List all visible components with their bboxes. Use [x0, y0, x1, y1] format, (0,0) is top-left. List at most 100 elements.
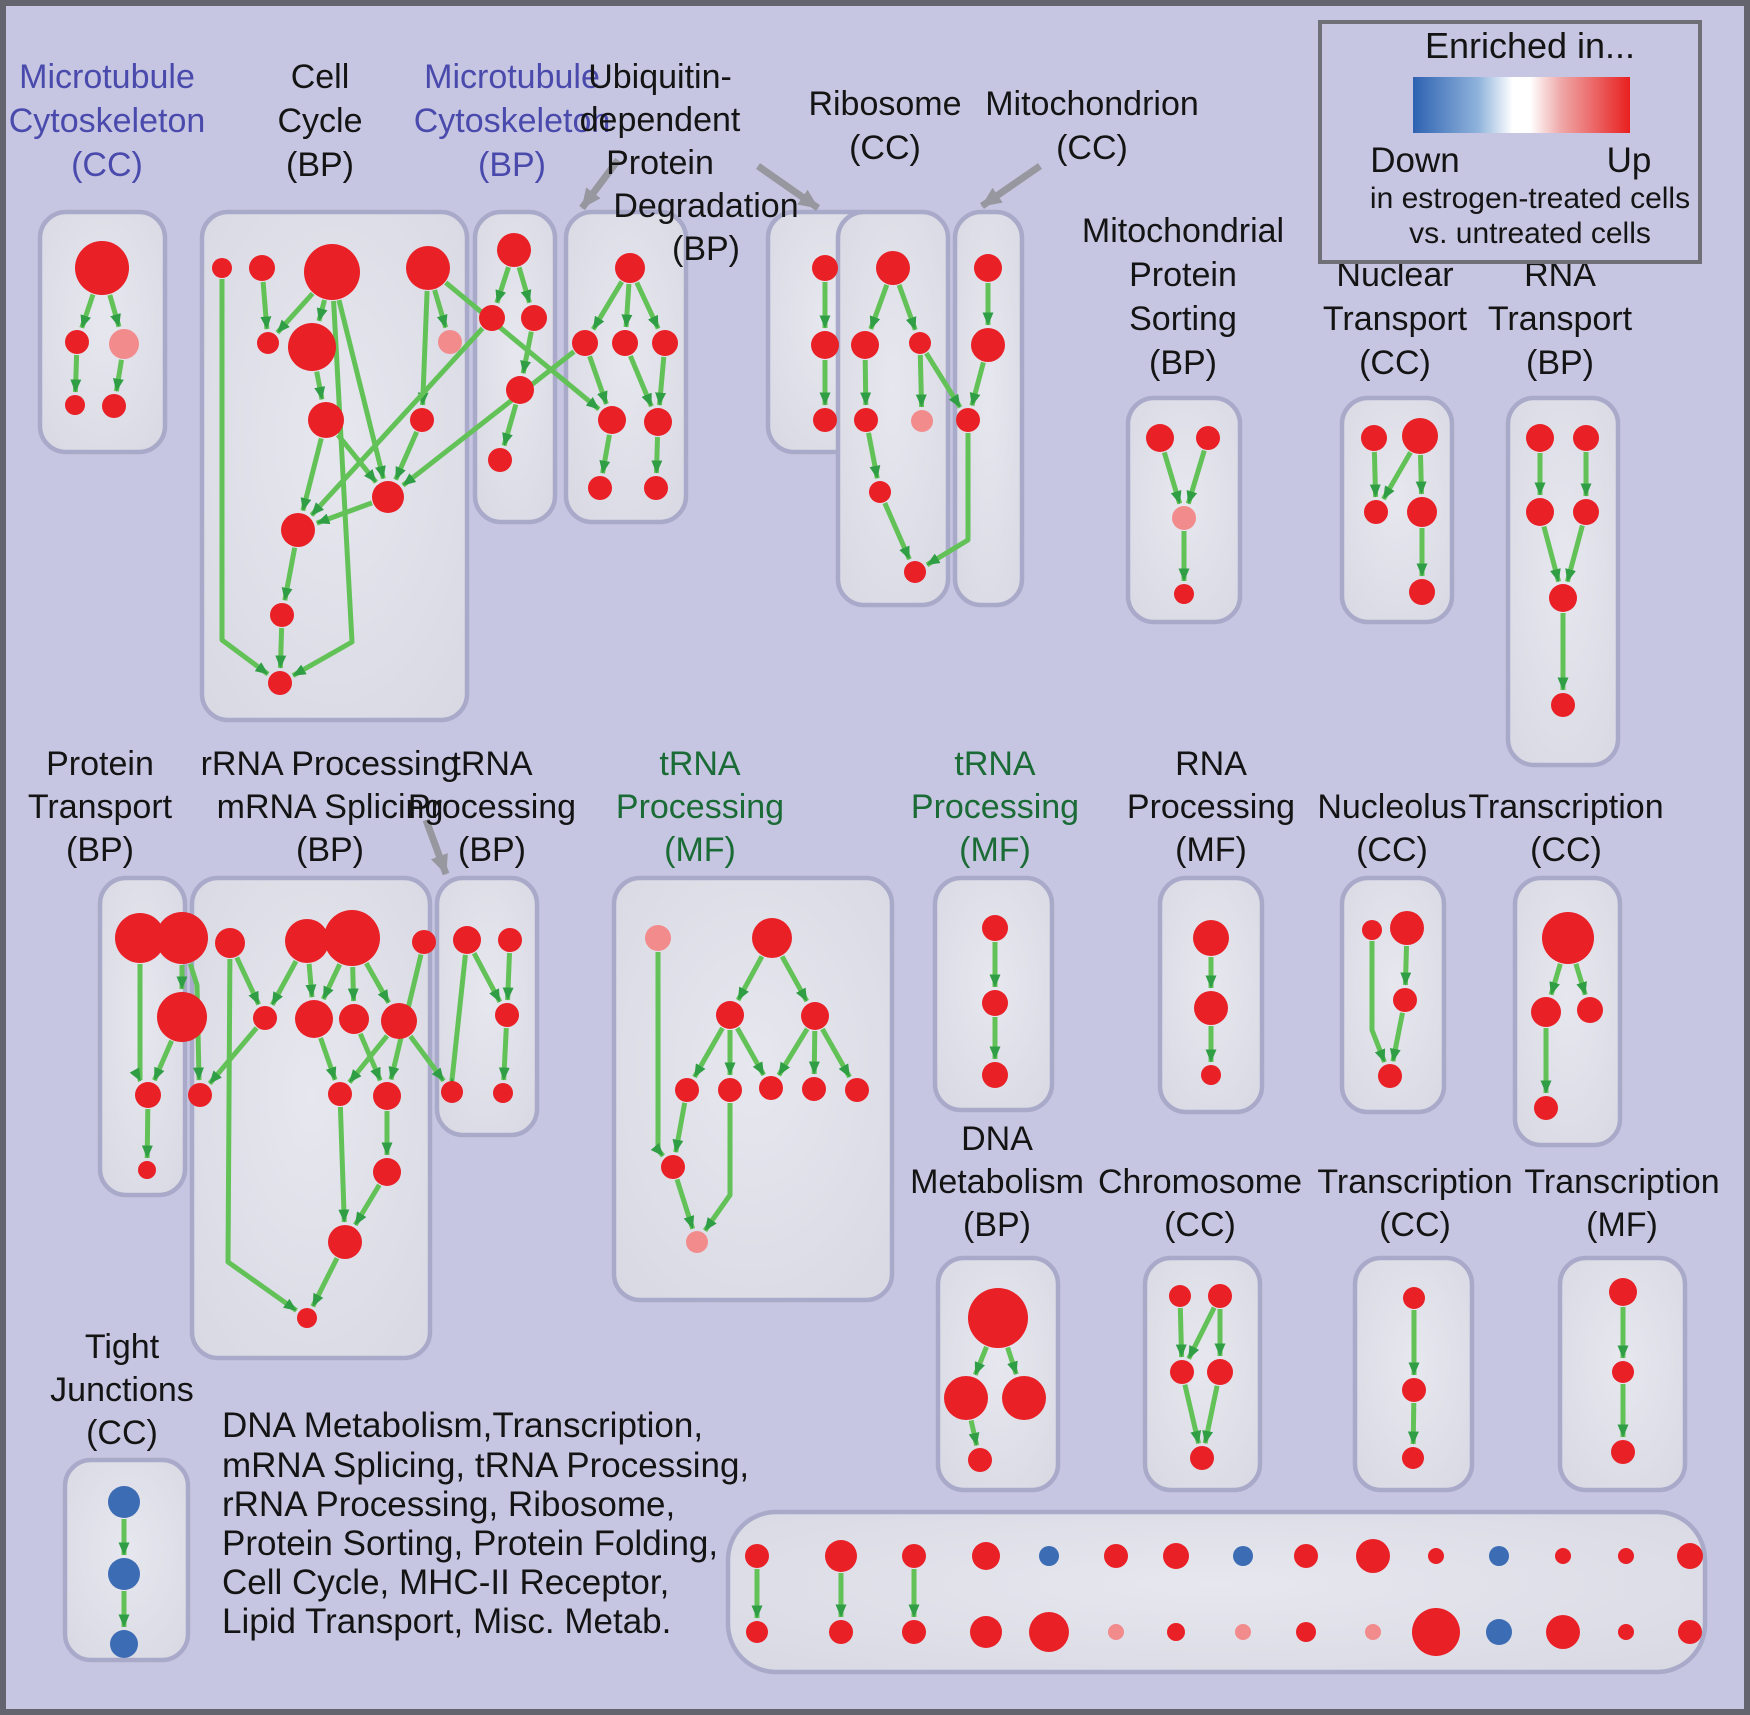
node-red: [972, 1542, 1000, 1570]
legend-title: Enriched in...: [1425, 25, 1635, 66]
node-red: [493, 1083, 513, 1103]
node-red: [1678, 1620, 1702, 1644]
cluster-label-mitochondrion-cc: (CC): [1056, 129, 1128, 167]
edge-arrow: [735, 955, 765, 1002]
cluster-label-mitochondrial-protein-sorting-bp: Sorting: [1129, 300, 1237, 338]
node-red: [212, 258, 232, 278]
edge-arrow: [868, 284, 890, 330]
cluster-label-trna-processing-mf-b: (MF): [959, 831, 1031, 869]
cluster-label-trna-processing-bp: (BP): [458, 831, 526, 869]
edge-arrow: [1175, 1307, 1187, 1358]
node-red: [968, 1288, 1028, 1348]
edge-arrow: [860, 359, 872, 406]
edge-arrow: [1381, 451, 1413, 501]
edge-arrow: [112, 359, 124, 392]
node-blue: [1233, 1546, 1253, 1566]
node-red: [1201, 1065, 1221, 1085]
misc-categories-text: DNA Metabolism,Transcription,: [222, 1406, 703, 1445]
edge-arrow: [702, 1103, 733, 1232]
node-red: [971, 328, 1005, 362]
cluster-label-transcription-mf: (MF): [1586, 1206, 1658, 1244]
cross-edge-arrow: [444, 280, 601, 412]
node-red: [1412, 1608, 1460, 1656]
node-red: [297, 1308, 317, 1328]
cluster-label-rrna-processing-mrna-splicing-bp: (BP): [296, 831, 364, 869]
cluster-label-transcription-cc-mid: Transcription: [1468, 788, 1663, 826]
cluster-label-rna-processing-mf: RNA: [1175, 745, 1247, 783]
cluster-label-protein-transport-bp: Protein: [46, 745, 154, 783]
node-red: [1555, 1548, 1571, 1564]
edge-arrow: [107, 294, 122, 328]
node-red: [1356, 1539, 1390, 1573]
cluster-label-ribosome-cc: Ribosome: [808, 85, 961, 123]
node-red: [1104, 1544, 1128, 1568]
edge-arrow: [219, 279, 270, 677]
node-blue: [1489, 1546, 1509, 1566]
cluster-label-rna-transport-bp: Transport: [1488, 300, 1633, 338]
edge-arrow: [972, 1345, 989, 1376]
node-red: [1428, 1548, 1444, 1564]
node-red: [412, 930, 436, 954]
node-red: [1618, 1548, 1634, 1564]
node-red: [488, 448, 512, 472]
node-red: [854, 408, 878, 432]
node-red: [845, 1078, 869, 1102]
edge-arrow: [335, 433, 379, 484]
cluster-label-microtubule-cytoskeleton-cc: (CC): [71, 146, 143, 184]
node-red: [825, 1540, 857, 1572]
node-red: [102, 394, 126, 418]
node-red: [1526, 424, 1554, 452]
cluster-label-dna-metabolism-bp: DNA: [961, 1120, 1033, 1158]
edge-arrow: [337, 1106, 350, 1223]
cluster-box-dna-metabolism-bp: [935, 1255, 1061, 1493]
edge-arrow: [1202, 1385, 1220, 1444]
node-red: [1573, 425, 1599, 451]
node-red: [373, 1158, 401, 1186]
legend-up-label: Up: [1607, 141, 1652, 180]
edge-arrow: [1161, 451, 1183, 505]
node-red: [572, 330, 598, 356]
node-blue: [1039, 1546, 1059, 1566]
cluster-label-microtubule-cytoskeleton-bp: (BP): [478, 146, 546, 184]
edge-arrow: [347, 1034, 390, 1084]
edge-arrow: [1400, 945, 1412, 986]
node-red: [1146, 424, 1174, 452]
node-pink: [1172, 506, 1196, 530]
edge-arrow: [364, 961, 391, 1004]
node-red: [716, 1001, 744, 1029]
edge-arrow: [207, 1026, 259, 1086]
node-red: [1378, 1064, 1402, 1088]
cluster-label-mitochondrial-protein-sorting-bp: Mitochondrial: [1082, 212, 1284, 250]
edge-arrow: [275, 291, 315, 335]
edge-arrow: [599, 434, 612, 474]
cross-edge-arrow: [969, 361, 986, 407]
edge-arrow: [655, 356, 667, 406]
node-red: [156, 912, 208, 964]
node-red: [1364, 500, 1388, 524]
node-red: [1618, 1624, 1634, 1640]
node-red: [1193, 920, 1229, 956]
cluster-label-nuclear-transport-cc: (CC): [1359, 344, 1431, 382]
cluster-label-trna-processing-bp: tRNA: [451, 745, 533, 783]
node-red: [281, 513, 315, 547]
edge-arrow: [70, 354, 82, 393]
node-red: [974, 254, 1002, 282]
node-red: [188, 1083, 212, 1107]
edge-arrow: [501, 403, 519, 447]
cluster-label-trna-processing-mf-b: tRNA: [954, 745, 1036, 783]
node-red: [1163, 1543, 1189, 1569]
node-red: [1403, 1287, 1425, 1309]
cluster-label-trna-processing-mf-a: (MF): [664, 831, 736, 869]
node-red: [902, 1544, 926, 1568]
trna-bp-arrow: [422, 818, 450, 876]
edge-arrow: [336, 299, 386, 480]
node-red: [813, 408, 837, 432]
node-red: [1167, 1623, 1185, 1641]
node-red: [1402, 1447, 1424, 1469]
edge-arrow: [300, 437, 324, 512]
node-red: [1573, 499, 1599, 525]
edge-arrow: [417, 290, 430, 406]
node-red: [1393, 988, 1417, 1012]
node-red: [752, 918, 792, 958]
cluster-label-ubiquitin-degradation-bp-a: (BP): [672, 230, 740, 268]
